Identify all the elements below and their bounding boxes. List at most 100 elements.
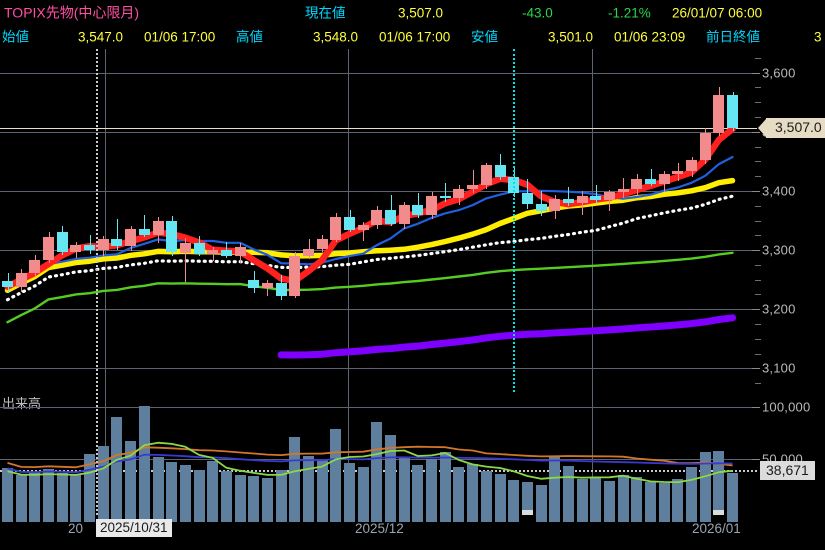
volume-bar xyxy=(84,453,96,510)
volume-axis-tick xyxy=(752,407,760,409)
x-axis-tick xyxy=(125,510,137,522)
volume-moving-average-blue xyxy=(7,453,733,474)
price-change: -43.0 xyxy=(522,5,553,20)
volume-bar xyxy=(494,474,506,510)
volume-bar xyxy=(645,482,656,510)
x-axis-tick xyxy=(166,510,178,522)
volume-bar xyxy=(603,481,615,510)
x-axis-tick xyxy=(56,510,68,522)
volume-moving-average-green xyxy=(7,441,733,484)
volume-gridline xyxy=(0,407,757,409)
volume-bar xyxy=(152,456,164,510)
price-axis-minor-tick xyxy=(755,264,761,266)
volume-bar xyxy=(207,460,219,510)
volume-bar xyxy=(193,470,205,510)
x-axis-tick xyxy=(549,510,561,522)
volume-bar xyxy=(261,478,273,510)
volume-bar xyxy=(234,475,246,510)
open-value: 3,547.0 xyxy=(78,29,124,45)
quote-datetime: 26/01/07 06:00 xyxy=(672,5,763,20)
price-axis-minor-tick xyxy=(755,161,761,163)
x-axis-tick xyxy=(70,510,82,522)
volume-bar xyxy=(275,470,287,510)
x-axis-tick xyxy=(508,510,520,522)
volume-bar xyxy=(508,480,520,510)
volume-bar xyxy=(179,464,191,510)
x-axis-tick xyxy=(43,510,54,522)
price-axis-minor-tick xyxy=(755,338,761,340)
x-axis[interactable]: 20 2025/12 2026/01 2025/10/31 xyxy=(0,510,825,550)
x-axis-label: 2026/01 xyxy=(692,521,741,536)
open-time: 01/06 17:00 xyxy=(144,29,216,45)
low-label: 安値 xyxy=(471,29,498,45)
x-axis-tick xyxy=(344,510,355,522)
x-axis-tick xyxy=(467,510,479,522)
volume-bar xyxy=(166,461,178,510)
volume-bar xyxy=(686,466,697,510)
price-axis-tick xyxy=(752,250,760,252)
x-axis-tick xyxy=(193,510,205,522)
volume-bar xyxy=(549,456,561,510)
volume-bar xyxy=(357,466,369,510)
x-axis-tick xyxy=(603,510,615,522)
x-axis-tick xyxy=(426,510,438,522)
volume-bar xyxy=(727,473,738,510)
x-axis-date-highlight: 2025/10/31 xyxy=(96,519,172,537)
price-axis-tick xyxy=(752,190,760,192)
price-change-percent: -1.21% xyxy=(608,5,651,20)
date-marker-vertical-line xyxy=(513,49,515,392)
volume-bar xyxy=(453,466,465,510)
volume-chart-panel[interactable]: 出来高 xyxy=(0,392,825,510)
price-axis-tick xyxy=(752,131,760,133)
x-axis-label: 2025/12 xyxy=(355,521,404,536)
volume-bar xyxy=(590,478,602,510)
price-axis-minor-tick xyxy=(755,57,761,59)
current-price-label: 現在値 xyxy=(305,5,346,20)
x-axis-tick xyxy=(84,510,96,522)
x-axis-tick xyxy=(2,510,13,522)
volume-bar xyxy=(316,459,328,510)
price-axis-label: 3,200 xyxy=(762,301,796,317)
volume-moving-average-orange xyxy=(7,445,733,469)
volume-bar xyxy=(289,437,301,510)
price-axis-minor-tick xyxy=(755,205,761,207)
price-chart-panel[interactable] xyxy=(0,49,825,392)
price-gridline xyxy=(0,309,757,311)
x-axis-tick xyxy=(453,510,465,522)
price-axis-tick xyxy=(752,72,760,74)
volume-bar xyxy=(412,464,424,510)
volume-bar xyxy=(15,475,27,510)
x-axis-tick xyxy=(686,510,697,522)
price-axis-minor-tick xyxy=(755,102,761,104)
current-price-value: 3,507.0 xyxy=(398,5,444,20)
x-axis-tick xyxy=(398,510,410,522)
volume-bar xyxy=(97,446,109,510)
volume-bar xyxy=(125,441,137,510)
volume-bar xyxy=(713,450,725,510)
x-axis-tick xyxy=(29,510,41,522)
volume-bar xyxy=(2,467,13,510)
x-axis-tick xyxy=(494,510,506,522)
price-axis-tick xyxy=(752,368,760,370)
x-axis-tick xyxy=(535,510,547,522)
volume-ma-overlay xyxy=(7,441,733,484)
price-axis-minor-tick xyxy=(755,294,761,296)
x-axis-tick xyxy=(152,510,164,522)
x-axis-tick xyxy=(439,510,451,522)
x-axis-tick xyxy=(275,510,287,522)
x-axis-tick xyxy=(645,510,656,522)
x-axis-tick xyxy=(15,510,27,522)
x-axis-tick xyxy=(412,510,424,522)
volume-gridline-vertical xyxy=(592,392,593,510)
volume-bar xyxy=(303,455,314,510)
volume-bar xyxy=(562,465,574,510)
x-axis-tick xyxy=(357,510,369,522)
header-row-ohlc: 始値 3,547.0 01/06 17:00 高値 3,548.0 01/06 … xyxy=(0,25,825,49)
x-axis-tick xyxy=(330,510,342,522)
current-price-line xyxy=(0,127,757,129)
x-axis-tick xyxy=(97,510,109,522)
x-axis-tick xyxy=(138,510,150,522)
price-axis-tick xyxy=(752,309,760,311)
x-axis-tick xyxy=(234,510,246,522)
